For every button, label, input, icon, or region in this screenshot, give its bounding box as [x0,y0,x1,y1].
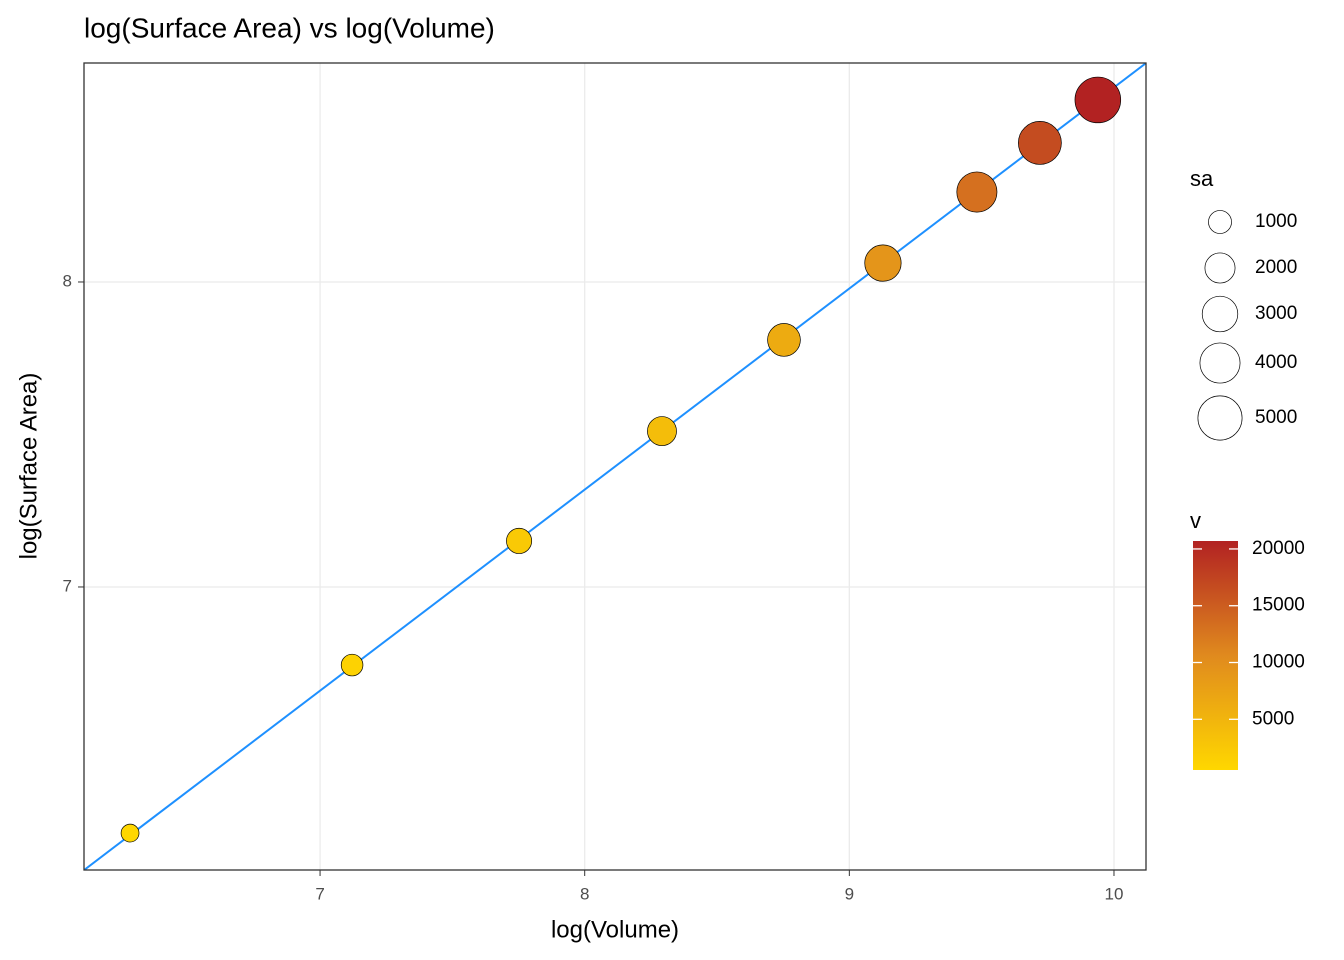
size-legend-label: 4000 [1255,352,1297,373]
chart-title: log(Surface Area) vs log(Volume) [84,12,495,43]
point [956,171,998,213]
point [1018,121,1062,165]
point [864,244,902,282]
x-tick-label: 8 [580,884,589,903]
point [647,416,677,447]
size-legend-label: 3000 [1255,303,1297,324]
color-legend-title: v [1190,508,1201,533]
size-legend-key [1208,210,1232,234]
size-legend-label: 5000 [1255,407,1297,428]
color-bar [1193,541,1238,770]
color-legend-label: 20000 [1252,538,1305,559]
size-legend-label: 2000 [1255,257,1297,278]
point [120,823,140,843]
x-tick-label: 9 [845,884,854,903]
y-tick-label: 8 [63,271,72,290]
panel-border [83,62,1147,871]
color-legend-label: 5000 [1252,708,1294,729]
point [340,653,364,677]
size-legend-title: sa [1190,166,1214,191]
x-axis-label: log(Volume) [551,916,679,943]
point [1074,76,1122,124]
y-axis-label: log(Surface Area) [15,373,42,560]
point [767,323,801,357]
x-tick-label: 7 [315,884,324,903]
size-legend-key [1204,252,1236,284]
size-legend-key [1197,395,1243,441]
point [506,527,533,554]
x-tick-label: 10 [1105,884,1124,903]
size-legend-label: 1000 [1255,211,1297,232]
y-tick-label: 7 [63,576,72,595]
size-legend-key [1199,342,1241,384]
color-legend-label: 10000 [1252,652,1305,673]
color-legend-label: 15000 [1252,595,1305,616]
size-legend-key [1201,295,1239,333]
